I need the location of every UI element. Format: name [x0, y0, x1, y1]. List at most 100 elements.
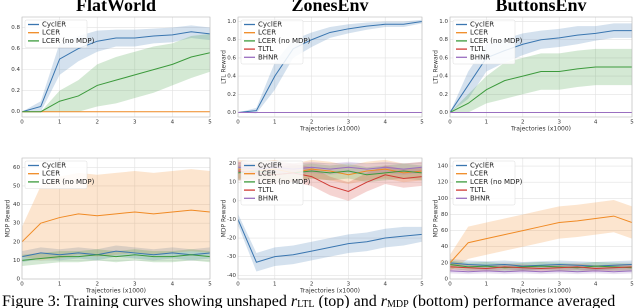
- chart: -40 -30 -20 -10 0 10 20 0 1 2 3 4 5 Trajectories (x10…: [221, 157, 424, 295]
- y-tick-label: -30: [227, 254, 236, 260]
- error-band: [450, 48, 632, 113]
- x-axis-label: Trajectories (x1000): [510, 288, 571, 295]
- legend-label: BHNR: [470, 194, 490, 202]
- plot-frame: [21, 16, 211, 118]
- x-tick-label: 4: [171, 282, 175, 288]
- chart-title: ButtonsEnv: [495, 0, 586, 15]
- y-tick-label: 10: [13, 258, 20, 264]
- y-axis-label: MDP Reward: [221, 199, 228, 237]
- error-band: [238, 213, 422, 272]
- series-line: [22, 52, 210, 113]
- chart: 0.00.20.40.60.80 1 2 3 4 5FlatWorldCyclERLCER…: [11, 0, 212, 126]
- legend-label: LCER: [470, 170, 488, 178]
- x-tick-label: 2: [310, 120, 314, 126]
- legend-label: LCER: [258, 29, 276, 37]
- legend-label: LCER: [42, 29, 60, 37]
- x-tick-label: 1: [273, 120, 277, 126]
- legend-label: CyclER: [470, 162, 494, 170]
- y-tick-label: 0.6: [227, 55, 236, 61]
- x-tick-label: 4: [594, 120, 598, 126]
- y-tick-label: 0: [445, 277, 449, 283]
- y-tick-label: 0.6: [439, 55, 448, 61]
- legend-label: TLTL: [469, 45, 485, 53]
- x-tick-label: 2: [521, 120, 525, 126]
- plot-frame: [449, 16, 633, 118]
- legend-label: CyclER: [258, 21, 282, 29]
- y-tick-label: 0: [233, 198, 237, 204]
- y-tick-label: 0.4: [11, 67, 20, 73]
- y-tick-label: 0.2: [227, 92, 236, 98]
- x-axis-label: Trajectories (x1000): [299, 126, 360, 133]
- y-tick-label: 20: [13, 239, 20, 245]
- y-axis-label: MDP Reward: [433, 199, 440, 237]
- x-tick-label: 5: [630, 120, 634, 126]
- chart-title: ZonesEnv: [291, 0, 368, 15]
- series-line: [450, 215, 632, 264]
- chart: 0 10 20 30 40 50 60 0 1 2 3 4 5 Trajectories (x1000) M…: [5, 157, 212, 295]
- plot-layer: [22, 169, 210, 266]
- chart-title: FlatWorld: [76, 0, 156, 15]
- x-axis-label: Trajectories (x1000): [299, 288, 360, 295]
- x-tick-label: 3: [347, 282, 351, 288]
- y-tick-label: 0.8: [227, 37, 236, 43]
- series-line: [238, 21, 422, 113]
- legend-label: CyclER: [470, 21, 494, 29]
- legend-box: [452, 19, 516, 65]
- caption-symbol: r: [381, 293, 388, 308]
- plot-frame: [237, 16, 423, 118]
- x-tick-label: 1: [58, 120, 62, 126]
- x-tick-label: 5: [420, 120, 424, 126]
- series-line: [22, 209, 210, 243]
- y-tick-label: 1.0: [439, 19, 448, 25]
- legend-label: TLTL: [257, 45, 273, 53]
- x-tick-label: 2: [95, 120, 99, 126]
- y-tick-label: 60: [441, 228, 448, 234]
- chart: 0.0 0.2 0.4 0.6 0.8 1.0 0 1 2 3 4 5 ButtonsEnv Trajec…: [433, 0, 635, 133]
- y-tick-label: 40: [441, 244, 448, 250]
- y-tick-label: -10: [227, 217, 236, 223]
- x-tick-label: 4: [383, 120, 387, 126]
- x-axis-label: Trajectories (x1000): [85, 288, 146, 295]
- x-tick-label: 5: [208, 282, 212, 288]
- series-line: [450, 66, 632, 113]
- x-tick-label: 0: [448, 120, 452, 126]
- y-tick-label: 0.2: [11, 88, 20, 94]
- x-tick-label: 0: [236, 282, 240, 288]
- x-tick-label: 0: [448, 282, 452, 288]
- x-tick-label: 1: [485, 120, 489, 126]
- series-line: [450, 270, 632, 273]
- legend-label: LCER (no MDP): [258, 178, 311, 186]
- x-tick-label: 2: [310, 282, 314, 288]
- x-tick-label: 1: [273, 282, 277, 288]
- series-line: [22, 250, 210, 258]
- y-axis-label: LTL Reward: [433, 50, 440, 84]
- legend-label: CyclER: [42, 21, 66, 29]
- y-tick-label: 0: [17, 277, 21, 283]
- x-tick-label: 0: [236, 120, 240, 126]
- legend-label: BHNR: [470, 53, 490, 61]
- error-band: [22, 33, 210, 112]
- legend-label: LCER: [42, 170, 60, 178]
- legend-box: [24, 160, 88, 189]
- legend-box: [452, 160, 516, 206]
- x-tick-label: 0: [20, 120, 24, 126]
- series-line: [450, 262, 632, 267]
- series-line: [22, 254, 210, 261]
- y-tick-label: 60: [13, 165, 20, 171]
- x-tick-label: 0: [20, 282, 24, 288]
- legend-box: [24, 19, 88, 48]
- series-line: [450, 30, 632, 113]
- x-tick-label: 3: [133, 120, 137, 126]
- y-tick-label: 1.0: [227, 19, 236, 25]
- x-tick-label: 3: [557, 120, 561, 126]
- caption-text: (top) and: [315, 293, 381, 308]
- y-axis-label: LTL Reward: [221, 50, 228, 84]
- series-line: [450, 263, 632, 269]
- legend-label: TLTL: [257, 186, 273, 194]
- y-tick-label: 10: [229, 180, 236, 186]
- y-tick-label: 0.4: [227, 74, 236, 80]
- plot-frame: [21, 157, 211, 280]
- legend-label: LCER (no MDP): [258, 37, 311, 45]
